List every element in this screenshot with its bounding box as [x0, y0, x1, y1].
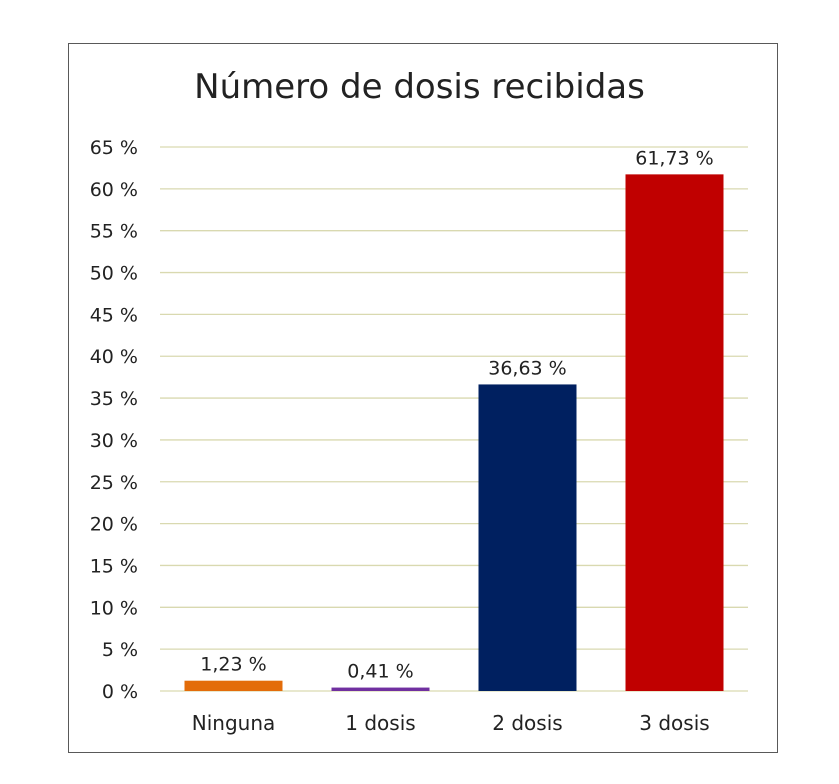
y-tick-label: 15 % — [90, 555, 138, 577]
chart-title: Número de dosis recibidas — [194, 67, 645, 107]
y-tick-label: 55 % — [90, 221, 138, 243]
bar — [625, 174, 724, 692]
y-tick-label: 5 % — [102, 639, 138, 661]
bar — [331, 687, 430, 691]
y-tick-label: 0 % — [102, 681, 138, 703]
x-category-label: Ninguna — [192, 711, 276, 735]
y-tick-label: 40 % — [90, 346, 138, 368]
y-tick-label: 35 % — [90, 388, 138, 410]
data-label: 1,23 % — [200, 654, 266, 676]
data-label: 0,41 % — [347, 661, 413, 683]
bar — [184, 680, 283, 691]
y-tick-label: 45 % — [90, 304, 138, 326]
x-category-label: 1 dosis — [345, 711, 415, 735]
y-tick-label: 10 % — [90, 597, 138, 619]
y-tick-label: 25 % — [90, 472, 138, 494]
y-tick-label: 30 % — [90, 430, 138, 452]
y-tick-label: 65 % — [90, 137, 138, 159]
y-tick-label: 20 % — [90, 514, 138, 536]
bar — [478, 384, 577, 691]
y-tick-label: 50 % — [90, 263, 138, 285]
x-category-label: 3 dosis — [639, 711, 709, 735]
data-label: 61,73 % — [635, 147, 714, 169]
y-tick-label: 60 % — [90, 179, 138, 201]
data-label: 36,63 % — [488, 357, 567, 379]
x-category-label: 2 dosis — [492, 711, 562, 735]
